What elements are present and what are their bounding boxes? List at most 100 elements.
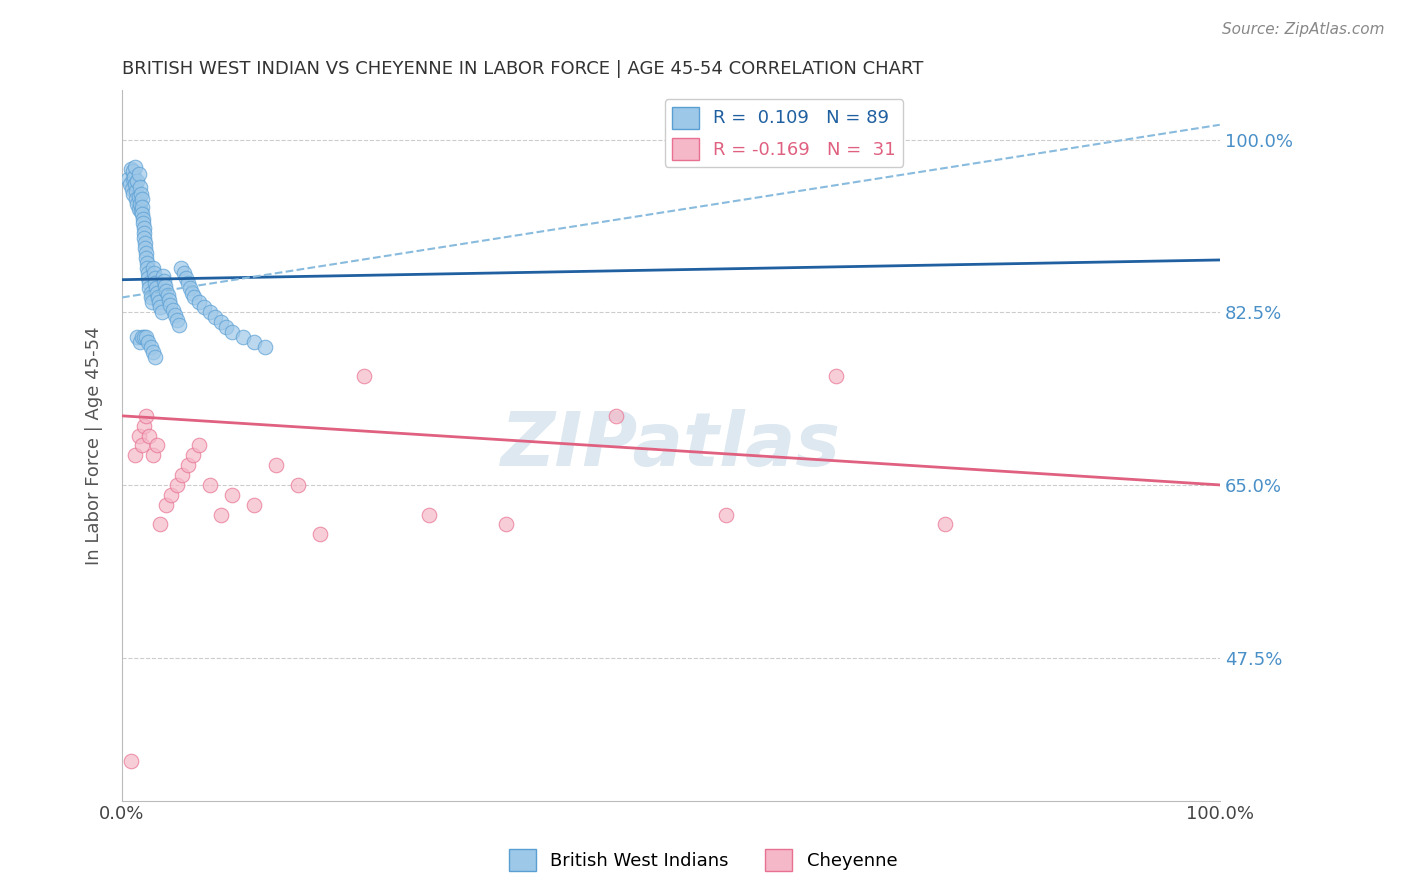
Point — [143, 350, 166, 364]
Point — [128, 202, 150, 216]
Point — [141, 295, 163, 310]
Point — [157, 288, 180, 302]
Point — [157, 293, 180, 308]
Point — [134, 241, 156, 255]
Point — [132, 211, 155, 226]
Point — [172, 468, 194, 483]
Point — [242, 498, 264, 512]
Legend: R =  0.109   N = 89, R = -0.169   N =  31: R = 0.109 N = 89, R = -0.169 N = 31 — [665, 99, 903, 167]
Point — [183, 290, 205, 304]
Point — [120, 754, 142, 768]
Point — [122, 164, 145, 178]
Point — [138, 280, 160, 294]
Point — [131, 206, 153, 220]
Point — [128, 196, 150, 211]
Point — [125, 184, 148, 198]
Point — [127, 196, 149, 211]
Y-axis label: In Labor Force | Age 45-54: In Labor Force | Age 45-54 — [86, 326, 103, 565]
Point — [162, 303, 184, 318]
Text: BRITISH WEST INDIAN VS CHEYENNE IN LABOR FORCE | AGE 45-54 CORRELATION CHART: BRITISH WEST INDIAN VS CHEYENNE IN LABOR… — [122, 60, 924, 78]
Point — [136, 256, 159, 270]
Point — [122, 170, 145, 185]
Point — [146, 285, 169, 300]
Point — [166, 313, 188, 327]
Point — [124, 177, 146, 191]
Point — [177, 276, 200, 290]
Point — [152, 274, 174, 288]
Point — [129, 186, 152, 201]
Point — [179, 280, 201, 294]
Point — [183, 448, 205, 462]
Point — [120, 162, 142, 177]
Point — [121, 182, 143, 196]
Point — [198, 305, 221, 319]
Point — [128, 334, 150, 349]
Point — [160, 488, 183, 502]
Point — [122, 186, 145, 201]
Point — [131, 192, 153, 206]
Point — [204, 310, 226, 325]
Point — [198, 478, 221, 492]
Point — [166, 478, 188, 492]
Point — [152, 268, 174, 283]
Point — [127, 330, 149, 344]
Point — [117, 172, 139, 186]
Point — [143, 270, 166, 285]
Point — [142, 266, 165, 280]
Point — [129, 203, 152, 218]
Point — [167, 318, 190, 332]
Point — [153, 278, 176, 293]
Point — [232, 330, 254, 344]
Point — [187, 438, 209, 452]
Text: ZIPatlas: ZIPatlas — [501, 409, 841, 482]
Point — [128, 428, 150, 442]
Point — [170, 260, 193, 275]
Point — [139, 340, 162, 354]
Point — [128, 167, 150, 181]
Point — [155, 284, 177, 298]
Point — [209, 315, 232, 329]
Point — [135, 330, 157, 344]
Point — [138, 270, 160, 285]
Point — [146, 438, 169, 452]
Point — [132, 418, 155, 433]
Point — [209, 508, 232, 522]
Point — [138, 266, 160, 280]
Point — [148, 295, 170, 310]
Point — [155, 498, 177, 512]
Point — [132, 227, 155, 241]
Point — [934, 517, 956, 532]
Point — [187, 295, 209, 310]
Point — [174, 270, 197, 285]
Text: Source: ZipAtlas.com: Source: ZipAtlas.com — [1222, 22, 1385, 37]
Point — [308, 527, 330, 541]
Point — [264, 458, 287, 472]
Point — [181, 285, 204, 300]
Point — [287, 478, 309, 492]
Point — [132, 221, 155, 235]
Point — [122, 172, 145, 186]
Point — [221, 325, 243, 339]
Point — [135, 409, 157, 423]
Point — [142, 260, 165, 275]
Point — [132, 231, 155, 245]
Point — [149, 301, 172, 315]
Point — [131, 438, 153, 452]
Point — [173, 266, 195, 280]
Point — [135, 251, 157, 265]
Point — [714, 508, 737, 522]
Point — [418, 508, 440, 522]
Point — [138, 334, 160, 349]
Point — [118, 177, 141, 191]
Point — [131, 200, 153, 214]
Point — [150, 305, 173, 319]
Point — [132, 330, 155, 344]
Point — [134, 236, 156, 251]
Point — [124, 448, 146, 462]
Point — [242, 334, 264, 349]
Point — [125, 192, 148, 206]
Point — [605, 409, 627, 423]
Point — [136, 260, 159, 275]
Point — [132, 217, 155, 231]
Point — [145, 280, 167, 294]
